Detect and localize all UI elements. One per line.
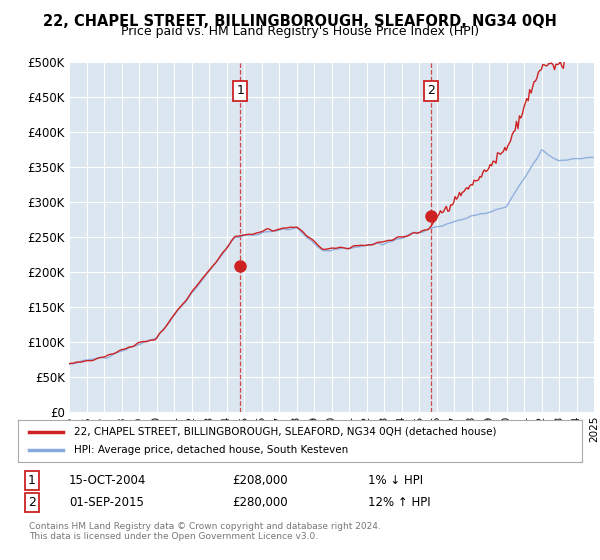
Text: Price paid vs. HM Land Registry's House Price Index (HPI): Price paid vs. HM Land Registry's House …	[121, 25, 479, 38]
Text: 22, CHAPEL STREET, BILLINGBOROUGH, SLEAFORD, NG34 0QH (detached house): 22, CHAPEL STREET, BILLINGBOROUGH, SLEAF…	[74, 427, 497, 437]
Text: £208,000: £208,000	[232, 474, 288, 487]
Text: HPI: Average price, detached house, South Kesteven: HPI: Average price, detached house, Sout…	[74, 445, 349, 455]
Text: 1: 1	[28, 474, 36, 487]
Text: 15-OCT-2004: 15-OCT-2004	[69, 474, 146, 487]
Text: 22, CHAPEL STREET, BILLINGBOROUGH, SLEAFORD, NG34 0QH: 22, CHAPEL STREET, BILLINGBOROUGH, SLEAF…	[43, 14, 557, 29]
Text: £280,000: £280,000	[232, 496, 288, 509]
Text: 01-SEP-2015: 01-SEP-2015	[69, 496, 143, 509]
Text: 1% ↓ HPI: 1% ↓ HPI	[368, 474, 423, 487]
Text: 2: 2	[427, 85, 434, 97]
Text: 12% ↑ HPI: 12% ↑ HPI	[368, 496, 430, 509]
Text: 1: 1	[236, 85, 244, 97]
Text: 2: 2	[28, 496, 36, 509]
Text: Contains HM Land Registry data © Crown copyright and database right 2024.
This d: Contains HM Land Registry data © Crown c…	[29, 522, 381, 541]
